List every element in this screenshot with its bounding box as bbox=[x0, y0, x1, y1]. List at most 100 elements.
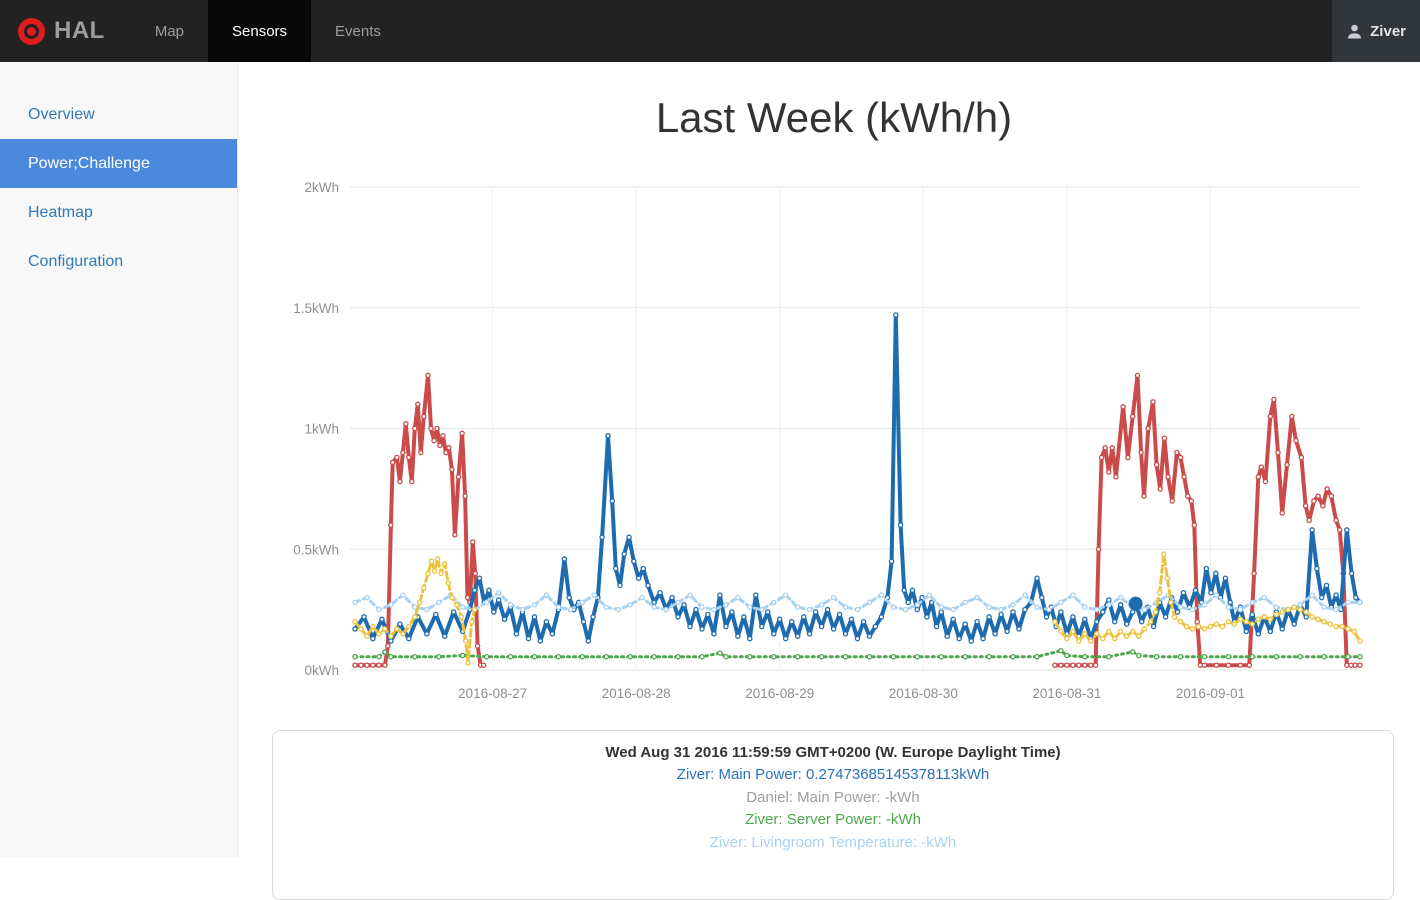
data-point-marker bbox=[1117, 602, 1124, 608]
data-point-marker bbox=[1164, 575, 1171, 581]
data-point-marker bbox=[1314, 565, 1320, 572]
data-point-marker bbox=[1058, 647, 1064, 654]
data-point-marker bbox=[759, 606, 765, 613]
series-line bbox=[1052, 373, 1362, 668]
data-point-marker bbox=[1058, 628, 1064, 635]
data-point-marker bbox=[483, 653, 490, 660]
data-point-marker bbox=[1082, 616, 1088, 623]
nav-item-events[interactable]: Events bbox=[335, 22, 381, 40]
data-point-marker bbox=[1192, 587, 1199, 594]
sidebar-item-heatmap[interactable]: Heatmap bbox=[28, 204, 93, 221]
data-point-marker bbox=[675, 653, 681, 660]
data-point-marker bbox=[1237, 606, 1244, 613]
x-axis-label: 2016-09-01 bbox=[1176, 686, 1245, 701]
data-point-marker bbox=[376, 653, 382, 660]
sidebar-item-power-challenge[interactable]: Power;Challenge bbox=[0, 139, 237, 188]
data-point-marker bbox=[549, 631, 556, 637]
sidebar-item-overview[interactable]: Overview bbox=[28, 106, 95, 123]
data-point-marker bbox=[1225, 662, 1232, 668]
data-point-marker bbox=[1161, 551, 1167, 557]
data-point-marker bbox=[1345, 599, 1351, 606]
data-point-marker bbox=[1076, 638, 1082, 644]
data-point-marker bbox=[1344, 527, 1350, 533]
data-point-marker bbox=[394, 626, 400, 632]
data-point-marker bbox=[1194, 618, 1201, 625]
data-point-marker bbox=[358, 626, 364, 632]
data-point-marker bbox=[1141, 493, 1147, 499]
data-point-marker bbox=[651, 653, 657, 660]
data-point-marker bbox=[1302, 503, 1309, 509]
data-point-marker bbox=[603, 653, 610, 660]
data-point-marker bbox=[1285, 606, 1291, 613]
data-point-marker bbox=[370, 635, 376, 642]
data-point-marker bbox=[1064, 662, 1070, 668]
data-point-marker bbox=[1016, 626, 1022, 632]
data-point-marker bbox=[986, 604, 992, 610]
data-point-marker bbox=[1189, 626, 1196, 632]
sidebar-item-configuration[interactable]: Configuration bbox=[28, 253, 124, 270]
data-point-marker bbox=[590, 614, 596, 620]
power-chart[interactable]: 2016-08-27 2016-08-28 2016-08-29 2016-08-30… bbox=[272, 165, 1396, 720]
data-point-marker bbox=[1303, 609, 1309, 615]
data-point-marker bbox=[842, 653, 849, 660]
data-point-marker bbox=[699, 626, 705, 632]
data-point-marker bbox=[1064, 635, 1070, 642]
data-point-marker bbox=[1058, 662, 1064, 668]
data-point-marker bbox=[1162, 614, 1169, 620]
brand-title: HAL bbox=[54, 17, 105, 44]
data-point-marker bbox=[376, 662, 382, 668]
user-menu[interactable]: Ziver bbox=[1332, 0, 1420, 62]
nav-item-sensors[interactable]: Sensors bbox=[208, 0, 312, 62]
data-point-marker bbox=[663, 606, 669, 613]
data-point-marker bbox=[723, 602, 729, 608]
data-point-marker bbox=[1168, 599, 1174, 606]
x-axis-label: 2016-08-27 bbox=[458, 686, 527, 701]
data-point-marker bbox=[818, 602, 825, 608]
data-point-marker bbox=[1352, 662, 1358, 668]
brand[interactable]: HAL bbox=[0, 0, 119, 62]
data-point-marker bbox=[1291, 621, 1297, 627]
data-point-marker bbox=[421, 585, 427, 591]
data-point-marker bbox=[924, 614, 930, 620]
nav-item-map[interactable]: Map bbox=[154, 22, 185, 40]
data-point-marker bbox=[385, 643, 391, 649]
data-point-marker bbox=[1150, 399, 1156, 405]
data-point-marker bbox=[1070, 592, 1076, 598]
data-point-marker bbox=[782, 592, 789, 598]
data-point-marker bbox=[388, 653, 394, 660]
tooltip-timestamp: Wed Aug 31 2016 11:59:59 GMT+0200 (W. Eu… bbox=[605, 744, 1061, 761]
data-point-marker bbox=[905, 599, 912, 606]
data-point-marker bbox=[1010, 602, 1016, 608]
data-point-marker bbox=[866, 633, 873, 639]
data-point-marker bbox=[468, 618, 475, 625]
data-point-marker bbox=[1255, 474, 1262, 480]
data-point-marker bbox=[818, 623, 825, 630]
data-point-marker bbox=[711, 631, 717, 637]
data-point-marker bbox=[1034, 575, 1040, 581]
data-point-marker bbox=[441, 633, 448, 639]
data-point-marker bbox=[1169, 498, 1175, 504]
data-point-marker bbox=[909, 587, 916, 594]
data-point-marker bbox=[1203, 565, 1210, 572]
data-point-marker bbox=[613, 565, 619, 572]
data-point-marker bbox=[566, 594, 572, 601]
data-point-marker bbox=[914, 653, 921, 660]
data-point-marker bbox=[866, 599, 873, 606]
data-point-marker bbox=[400, 631, 406, 637]
data-point-marker bbox=[605, 432, 611, 439]
data-point-marker bbox=[1251, 570, 1257, 577]
data-point-marker bbox=[472, 570, 478, 577]
data-point-marker bbox=[631, 558, 637, 565]
data-point-marker bbox=[446, 445, 452, 451]
data-point-marker bbox=[580, 618, 587, 625]
data-point-marker bbox=[782, 635, 789, 642]
data-point-marker bbox=[462, 493, 468, 499]
data-point-marker bbox=[1213, 570, 1219, 577]
data-point-marker bbox=[1351, 628, 1357, 635]
data-point-marker bbox=[675, 614, 681, 620]
x-axis-label: 2016-08-29 bbox=[745, 686, 814, 701]
data-point-marker bbox=[364, 594, 370, 601]
data-point-marker bbox=[1243, 618, 1250, 625]
data-point-marker bbox=[1348, 570, 1355, 577]
data-point-marker bbox=[914, 602, 921, 608]
